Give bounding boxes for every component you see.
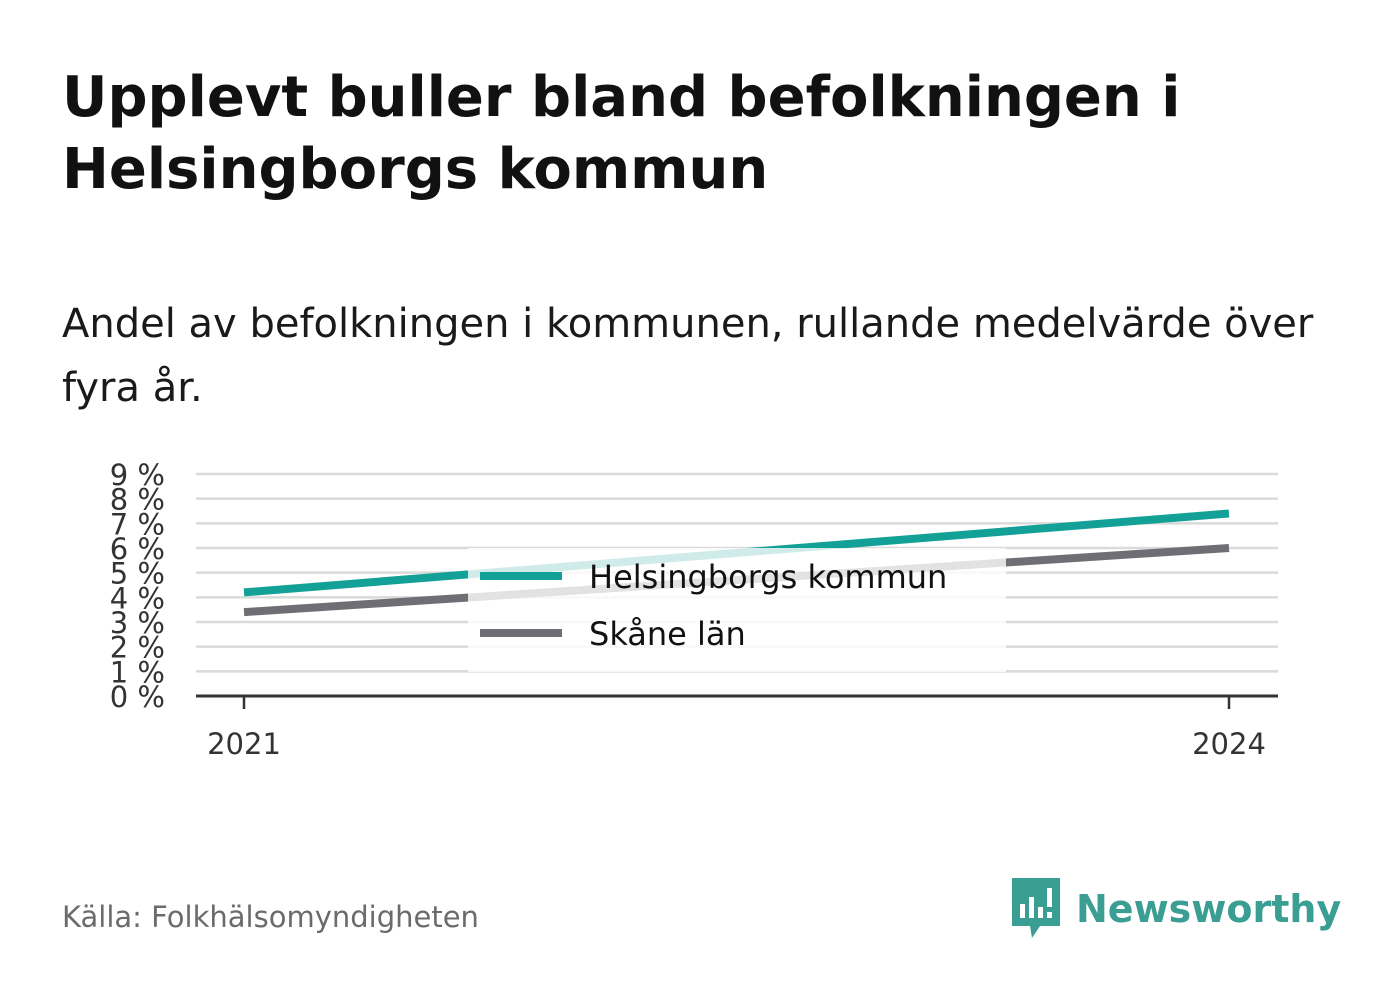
chart-title: Upplevt buller bland befolkningen i Hels… bbox=[62, 65, 1181, 202]
y-tick-label: 7 % bbox=[110, 507, 165, 541]
y-tick-label: 4 % bbox=[110, 581, 165, 615]
x-tick-label: 2021 bbox=[207, 727, 281, 761]
source-label: Källa: Folkhälsomyndigheten bbox=[62, 900, 479, 934]
y-tick-label: 8 % bbox=[110, 483, 165, 517]
y-axis-tick-labels: 0 %1 %2 %3 %4 %5 %6 %7 %8 %9 % bbox=[110, 458, 165, 714]
newsworthy-logo-icon bbox=[1012, 878, 1060, 938]
y-tick-label: 6 % bbox=[110, 532, 165, 566]
newsworthy-logo: Newsworthy bbox=[1010, 878, 1341, 940]
x-tick-label: 2024 bbox=[1192, 727, 1266, 761]
y-tick-label: 1 % bbox=[110, 655, 165, 689]
y-tick-label: 0 % bbox=[110, 680, 165, 714]
legend: Helsingborgs kommun Skåne län bbox=[468, 548, 1006, 672]
y-tick-label: 5 % bbox=[110, 557, 165, 591]
x-axis: 2021 2024 bbox=[196, 694, 1278, 761]
brand-name: Newsworthy bbox=[1076, 887, 1342, 931]
legend-label: Helsingborgs kommun bbox=[589, 558, 947, 596]
chart-subtitle: Andel av befolkningen i kommunen, rullan… bbox=[62, 301, 1314, 411]
y-tick-label: 3 % bbox=[110, 606, 165, 640]
legend-label: Skåne län bbox=[589, 615, 746, 653]
legend-box bbox=[468, 548, 1006, 672]
y-tick-label: 2 % bbox=[110, 631, 165, 665]
y-tick-label: 9 % bbox=[110, 458, 165, 492]
